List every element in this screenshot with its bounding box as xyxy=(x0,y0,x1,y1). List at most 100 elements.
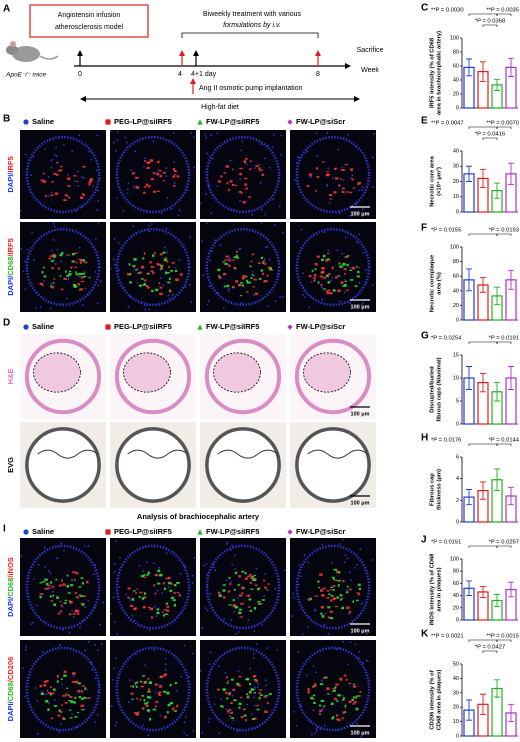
nucleus xyxy=(63,550,65,552)
stain-signal xyxy=(88,180,92,184)
stain-signal xyxy=(141,675,146,677)
stain-signal xyxy=(50,194,54,197)
nucleus xyxy=(97,200,99,202)
stain-signal xyxy=(327,606,331,609)
nucleus xyxy=(81,176,83,178)
nucleus xyxy=(82,304,84,306)
stain-signal xyxy=(225,165,229,168)
nucleus xyxy=(87,600,89,602)
micrograph xyxy=(20,640,106,738)
nucleus xyxy=(67,174,69,176)
stain-signal xyxy=(248,196,251,199)
stain-signal xyxy=(74,680,78,684)
stain-signal xyxy=(41,270,44,274)
error-bar xyxy=(508,57,514,77)
nucleus xyxy=(96,209,99,211)
stain-signal xyxy=(253,691,256,694)
treatment-text: formulations by i.v. xyxy=(223,22,281,29)
nucleus xyxy=(96,134,98,137)
stain-signal xyxy=(248,573,252,576)
stain-label: DAPI/IRF5 xyxy=(6,156,15,192)
nucleus xyxy=(62,629,64,631)
nucleus xyxy=(22,667,24,670)
nucleus xyxy=(110,267,112,270)
stain-signal xyxy=(241,571,245,573)
y-tick-label: 60 xyxy=(453,274,459,280)
stain-signal xyxy=(267,583,270,585)
nucleus xyxy=(264,679,267,681)
nucleus xyxy=(245,163,248,166)
stain-signal xyxy=(159,174,162,178)
nucleus xyxy=(158,567,160,569)
stain-signal xyxy=(64,270,67,273)
nucleus xyxy=(228,288,231,290)
stain-signal xyxy=(135,697,138,700)
stain-signal xyxy=(46,587,51,589)
nucleus xyxy=(272,146,274,148)
nucleus xyxy=(214,569,217,572)
stain-signal xyxy=(222,584,226,586)
legend-label: FW-LP@siScr xyxy=(296,117,345,126)
nucleus xyxy=(97,284,99,287)
nucleus xyxy=(40,306,42,308)
stain-signal xyxy=(142,257,145,260)
panel-label: G xyxy=(421,331,429,342)
nucleus xyxy=(220,698,222,700)
stain-signal xyxy=(129,604,134,607)
nucleus xyxy=(32,155,35,158)
nucleus xyxy=(138,565,141,567)
stain-signal xyxy=(132,172,135,175)
stain-signal xyxy=(356,599,359,602)
panel-label: J xyxy=(421,535,427,546)
nucleus xyxy=(302,272,304,274)
image-bg xyxy=(290,130,376,219)
stain-signal xyxy=(145,285,149,287)
stain-signal xyxy=(79,288,84,291)
stain-signal xyxy=(321,615,325,618)
stain-signal xyxy=(131,698,134,700)
nucleus xyxy=(316,726,319,728)
stain-signal xyxy=(240,282,244,284)
nucleus xyxy=(126,188,129,191)
nucleus xyxy=(237,730,239,732)
nucleus xyxy=(58,730,60,733)
nucleus xyxy=(206,303,209,305)
nucleus xyxy=(321,286,323,289)
nucleus xyxy=(344,554,346,556)
stain-signal xyxy=(238,675,242,678)
stain-signal xyxy=(351,698,354,702)
nucleus xyxy=(200,202,202,205)
stain-signal xyxy=(330,702,334,705)
nucleus xyxy=(258,163,261,166)
significance-label: *P = 0.0254 xyxy=(431,336,462,342)
micrograph: 100 μm xyxy=(290,130,376,219)
nucleus xyxy=(142,570,145,572)
stain-signal xyxy=(141,597,145,600)
y-tick-label: 20 xyxy=(453,91,459,97)
nucleus xyxy=(86,688,88,691)
stain-signal xyxy=(176,704,179,708)
stain-signal xyxy=(81,603,85,606)
nucleus xyxy=(372,156,374,159)
stain-signal xyxy=(163,614,165,617)
nucleus xyxy=(126,141,128,144)
stain-signal xyxy=(249,690,252,692)
stain-signal xyxy=(80,704,84,707)
nucleus xyxy=(327,167,329,170)
stain-signal xyxy=(351,266,356,270)
stain-signal xyxy=(148,185,151,188)
nucleus xyxy=(200,669,202,672)
error-bar xyxy=(466,489,472,506)
stain-signal xyxy=(239,172,243,176)
stain-signal xyxy=(56,162,59,164)
vessel-wall xyxy=(205,427,281,503)
nucleus xyxy=(179,573,182,575)
stain-signal xyxy=(81,697,84,700)
nucleus xyxy=(257,683,260,685)
stain-signal xyxy=(156,611,160,615)
stain-signal xyxy=(166,609,170,612)
vessel-wall xyxy=(205,135,281,214)
stain-signal xyxy=(74,266,78,268)
stain-signal xyxy=(144,702,148,705)
stain-signal xyxy=(141,278,144,280)
